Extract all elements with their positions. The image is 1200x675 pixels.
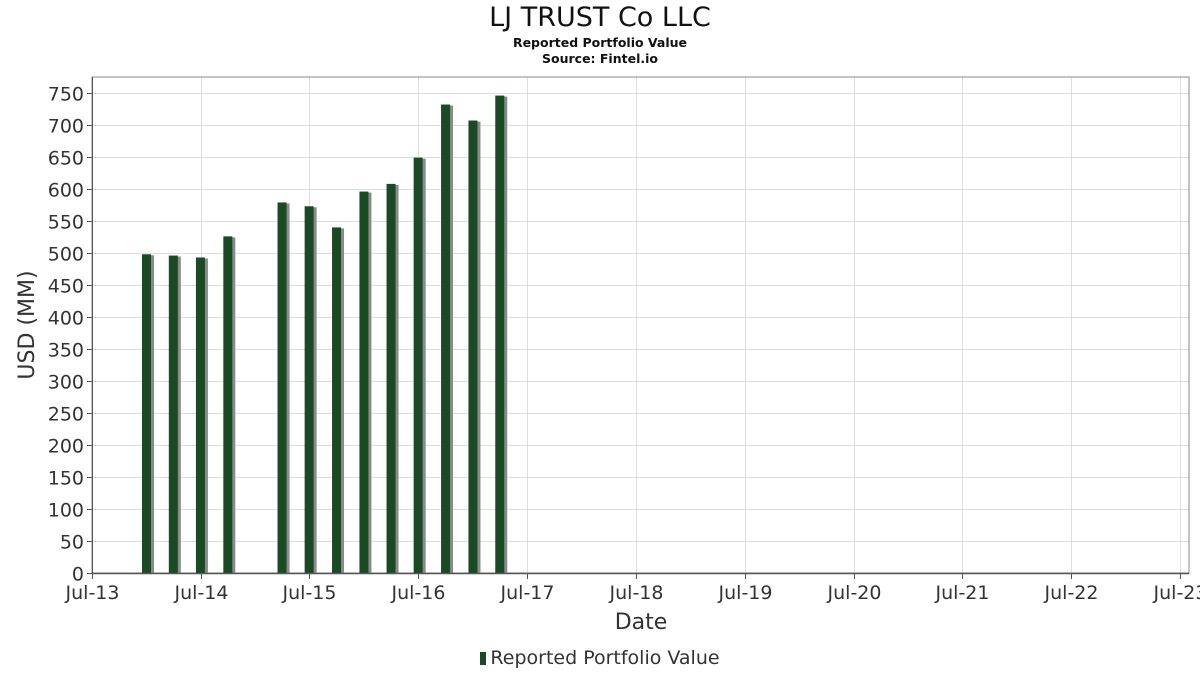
chart-source: Source: Fintel.io [542,51,658,66]
legend-label: Reported Portfolio Value [490,647,720,669]
y-axis-title: USD (MM) [15,270,40,379]
bar-body [441,104,451,574]
bar-body [413,157,423,573]
y-axis-ticks: 0 50 100 150 200 250 300 350 400 450 500 550 600 650 7… [48,84,92,586]
y-tick-label: 750 [48,84,84,106]
bar [168,255,181,573]
bar [142,254,155,573]
bar [332,227,345,573]
y-tick-label: 400 [48,308,84,330]
bar [495,95,508,573]
bar [277,202,290,573]
bar [195,257,208,573]
y-tick-label: 300 [48,372,84,394]
x-tick-label: Jul-16 [391,582,446,604]
bar-body [277,202,287,573]
y-tick-label: 450 [48,276,84,298]
bar-body [142,254,152,573]
chart-subtitle: Reported Portfolio Value [512,35,688,50]
chart-title: LJ TRUST Co LLC [489,2,711,33]
x-tick-label: Jul-18 [609,582,664,604]
x-tick-label: Jul-22 [1044,582,1099,604]
grid-lines [92,77,1189,573]
y-tick-label: 200 [48,436,84,458]
bar-body [332,227,342,573]
bar [386,183,399,573]
y-tick-label: 150 [48,468,84,490]
y-tick-label: 50 [60,532,84,554]
x-axis-ticks: Jul-13 Jul-14 Jul-15 Jul-16 Jul-17 Jul-18 Jul-… [65,573,1200,604]
bar [359,191,372,573]
bar-body [168,255,178,573]
x-tick-label: Jul-14 [174,582,229,604]
bar [413,157,426,573]
bar [223,236,236,574]
x-tick-label: Jul-21 [935,582,990,604]
y-tick-label: 550 [48,212,84,234]
x-tick-label: Jul-17 [500,582,555,604]
bar-body [495,95,505,573]
plot-area-border [91,76,1190,574]
x-tick-label: Jul-19 [718,582,773,604]
y-tick-label: 250 [48,404,84,426]
y-tick-label: 100 [48,500,84,522]
bar-body [359,191,369,573]
bar-body [386,183,396,573]
legend: Reported Portfolio Value [0,647,1200,669]
x-tick-label: Jul-20 [827,582,882,604]
bar-body [223,236,233,574]
x-tick-label: Jul-23 [1153,582,1200,604]
bar [468,120,481,574]
bar [304,206,317,573]
bar-body [304,206,314,573]
y-tick-label: 500 [48,244,84,266]
legend-swatch [480,652,487,665]
x-tick-label: Jul-15 [282,582,337,604]
bar-body [195,257,205,573]
x-tick-label: Jul-13 [65,582,120,604]
x-axis-title: Date [615,610,668,635]
y-tick-label: 0 [72,564,84,586]
bar-body [468,120,478,574]
y-tick-label: 700 [48,116,84,138]
bar [441,104,454,574]
bars [142,95,508,574]
y-tick-label: 350 [48,340,84,362]
y-tick-label: 600 [48,180,84,202]
y-tick-label: 650 [48,148,84,170]
